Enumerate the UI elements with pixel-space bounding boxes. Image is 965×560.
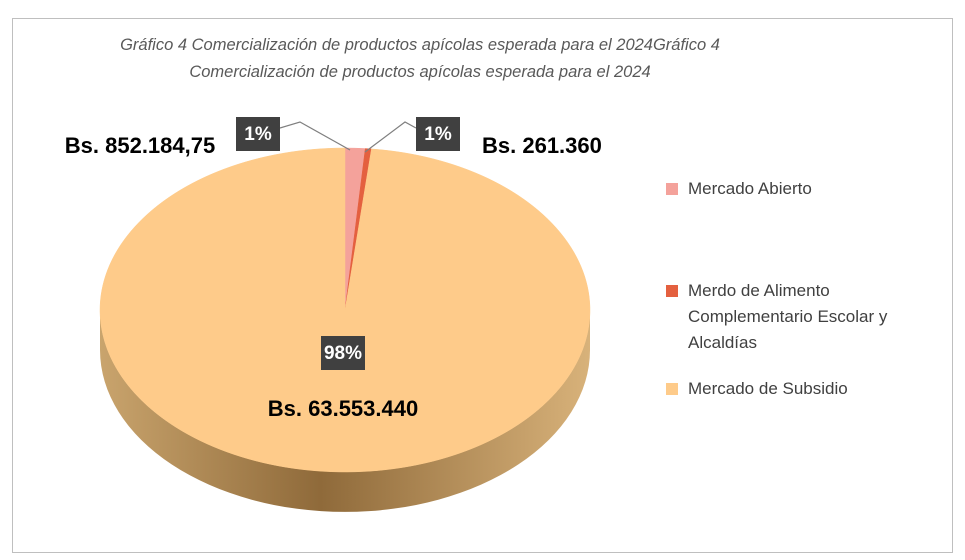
label-box	[236, 117, 280, 151]
legend-swatch	[666, 183, 678, 195]
value-label: Bs. 63.553.440	[268, 396, 418, 421]
percent-label: 1%	[244, 124, 272, 145]
leader-line	[279, 121, 351, 151]
legend-item: Merdo de Alimento Complementario Escolar…	[666, 278, 941, 356]
legend-swatch	[666, 383, 678, 395]
value-label: Bs. 261.360	[482, 133, 602, 158]
legend-item: Mercado de Subsidio	[666, 376, 848, 402]
percent-label: 1%	[424, 124, 452, 145]
label-box	[321, 336, 365, 370]
legend-label: Mercado Abierto	[688, 179, 812, 198]
label-box	[416, 117, 460, 151]
value-label: Bs. 852.184,75	[65, 133, 215, 158]
legend-swatch	[666, 285, 678, 297]
legend-item: Mercado Abierto	[666, 176, 812, 202]
chart-frame	[12, 18, 953, 553]
leader-line	[364, 121, 417, 153]
legend-label: Mercado de Subsidio	[688, 379, 848, 398]
percent-label: 98%	[324, 343, 362, 364]
slice	[99, 147, 591, 473]
slice-side	[100, 310, 590, 512]
chart-title: Gráfico 4 Comercialización de productos …	[120, 36, 720, 81]
legend-label: Merdo de Alimento Complementario Escolar…	[688, 281, 888, 352]
